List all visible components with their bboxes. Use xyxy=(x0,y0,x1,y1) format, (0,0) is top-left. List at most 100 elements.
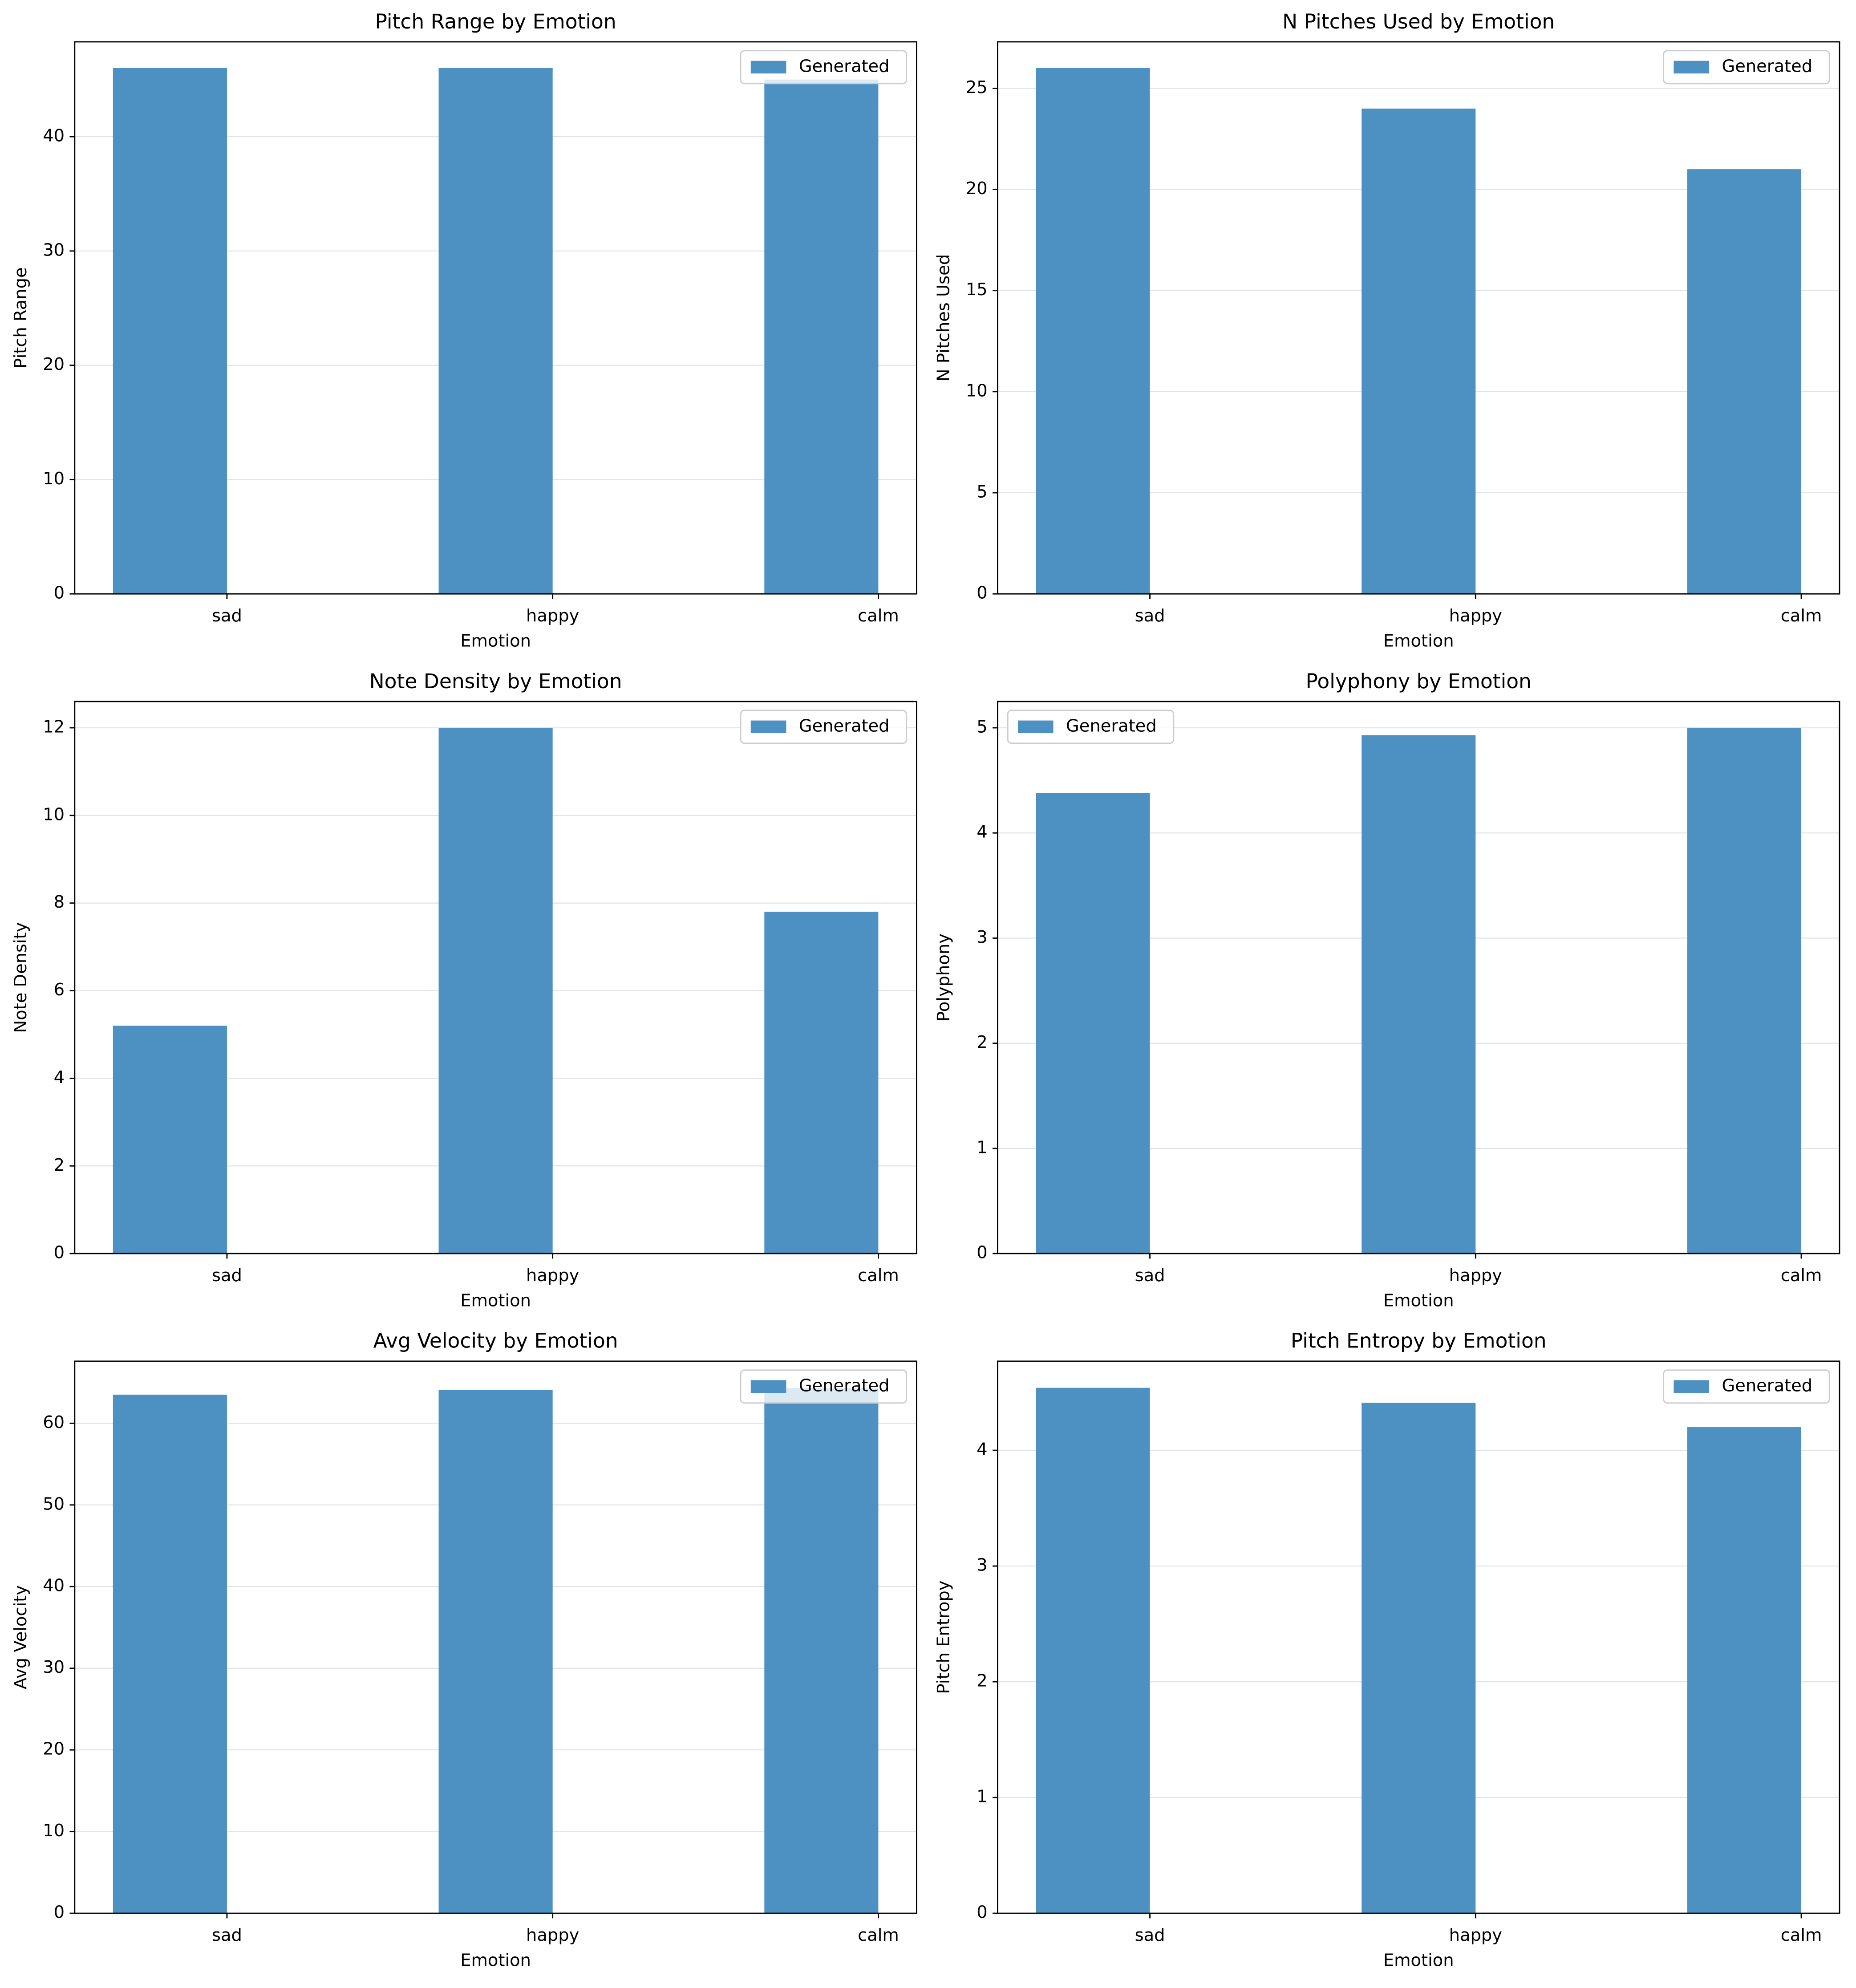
legend-swatch xyxy=(1017,720,1054,734)
x-axis-label: Emotion xyxy=(460,631,531,651)
bar xyxy=(764,1388,879,1914)
chart-title: Pitch Range by Emotion xyxy=(375,10,616,33)
y-tick-label: 4 xyxy=(54,1067,65,1087)
y-tick-label: 8 xyxy=(54,892,65,912)
x-axis-label: Emotion xyxy=(1383,631,1454,651)
chart-title: Avg Velocity by Emotion xyxy=(373,1329,618,1353)
y-tick-label: 0 xyxy=(54,1243,65,1263)
legend-label: Generated xyxy=(1722,1375,1812,1396)
y-axis-label: Pitch Entropy xyxy=(933,1581,953,1694)
legend-box xyxy=(1663,1369,1830,1404)
bar xyxy=(1362,108,1476,594)
y-tick-label: 2 xyxy=(977,1032,987,1052)
y-tick-label: 5 xyxy=(977,482,987,502)
y-tick-label: 4 xyxy=(977,822,987,842)
y-tick-label: 40 xyxy=(43,126,65,146)
bar xyxy=(1687,727,1802,1254)
x-tick-label: sad xyxy=(212,1266,242,1286)
x-tick-label: sad xyxy=(1135,1266,1165,1286)
x-axis-label: Emotion xyxy=(1383,1951,1454,1971)
y-tick-label: 60 xyxy=(43,1412,65,1432)
x-tick-label: calm xyxy=(858,1925,899,1945)
bar xyxy=(113,1026,227,1254)
x-tick-label: happy xyxy=(1449,1266,1502,1286)
legend-label: Generated xyxy=(1722,56,1812,76)
y-tick-label: 1 xyxy=(977,1787,987,1807)
y-tick-label: 1 xyxy=(977,1137,987,1157)
y-tick-label: 20 xyxy=(966,179,988,199)
bar xyxy=(1362,735,1476,1254)
y-axis-label: N Pitches Used xyxy=(933,254,953,381)
bar xyxy=(1036,793,1150,1254)
legend: Generated xyxy=(740,710,908,744)
legend-box xyxy=(740,1369,908,1404)
y-tick-label: 0 xyxy=(977,1903,987,1923)
chart-title: Pitch Entropy by Emotion xyxy=(1291,1329,1547,1353)
y-tick-label: 2 xyxy=(977,1671,987,1691)
x-tick-label: calm xyxy=(1781,1925,1822,1945)
y-tick-label: 2 xyxy=(54,1155,65,1175)
y-axis-label: Pitch Range xyxy=(11,267,31,368)
bar xyxy=(764,912,879,1254)
legend-label: Generated xyxy=(1066,716,1157,736)
legend-swatch xyxy=(750,1380,786,1393)
bar xyxy=(1036,68,1150,594)
y-tick-label: 30 xyxy=(43,1657,65,1677)
x-tick-label: sad xyxy=(1135,1925,1165,1945)
bar xyxy=(438,1390,553,1914)
subplot: 0 2 4 6 8 10 12 sad happy calm Note Density by Emo… xyxy=(11,669,917,1311)
y-tick-label: 0 xyxy=(54,1903,65,1923)
y-tick-label: 6 xyxy=(54,980,65,1000)
y-tick-label: 10 xyxy=(966,381,988,401)
subplot: 0 10 20 30 40 sad happy calm Pitch Range by Emot… xyxy=(11,10,917,651)
x-tick-label: happy xyxy=(526,1266,579,1286)
y-axis-label: Polyphony xyxy=(933,933,953,1022)
plot-frame xyxy=(74,41,917,595)
y-tick-label: 10 xyxy=(43,469,65,489)
bar xyxy=(438,68,553,594)
plot-frame xyxy=(74,1360,917,1914)
legend-swatch xyxy=(1674,61,1710,74)
bar xyxy=(1687,169,1802,594)
legend-swatch xyxy=(750,720,786,734)
y-tick-label: 40 xyxy=(43,1576,65,1596)
plot-frame xyxy=(997,41,1840,595)
legend-swatch xyxy=(750,61,786,74)
x-tick-label: sad xyxy=(212,606,242,626)
bar xyxy=(113,68,227,594)
y-tick-label: 25 xyxy=(966,77,988,97)
subplot: 0 10 20 30 40 50 60 sad happy calm Avg Velocity by… xyxy=(11,1329,917,1971)
y-tick-label: 0 xyxy=(977,583,987,603)
legend: Generated xyxy=(1663,1369,1830,1404)
plot-frame xyxy=(74,701,917,1254)
legend: Generated xyxy=(740,50,908,85)
legend-box xyxy=(740,710,908,744)
legend-box xyxy=(1663,50,1830,85)
bar xyxy=(764,79,879,594)
x-tick-label: sad xyxy=(1135,606,1165,626)
legend: Generated xyxy=(740,1369,908,1404)
legend-label: Generated xyxy=(799,56,890,76)
legend: Generated xyxy=(1007,710,1175,744)
x-tick-label: calm xyxy=(1781,606,1822,626)
x-tick-label: happy xyxy=(1449,1925,1502,1945)
bar xyxy=(1036,1388,1150,1914)
y-tick-label: 20 xyxy=(43,354,65,374)
x-tick-label: calm xyxy=(1781,1266,1822,1286)
plot-frame xyxy=(997,1360,1840,1914)
y-tick-label: 0 xyxy=(977,1243,987,1263)
legend-label: Generated xyxy=(799,716,890,736)
legend-label: Generated xyxy=(799,1375,890,1396)
bar xyxy=(1687,1427,1802,1914)
legend-box xyxy=(1007,710,1175,744)
y-axis-label: Avg Velocity xyxy=(11,1585,31,1689)
y-axis-label: Note Density xyxy=(11,922,31,1033)
y-tick-label: 20 xyxy=(43,1739,65,1759)
bar xyxy=(438,727,553,1254)
y-tick-label: 10 xyxy=(43,1821,65,1841)
y-tick-label: 50 xyxy=(43,1494,65,1514)
legend-box xyxy=(740,50,908,85)
x-axis-label: Emotion xyxy=(460,1951,531,1971)
subplot: 0 5 10 15 20 25 sad happy calm N Pitches Used by … xyxy=(933,10,1840,651)
